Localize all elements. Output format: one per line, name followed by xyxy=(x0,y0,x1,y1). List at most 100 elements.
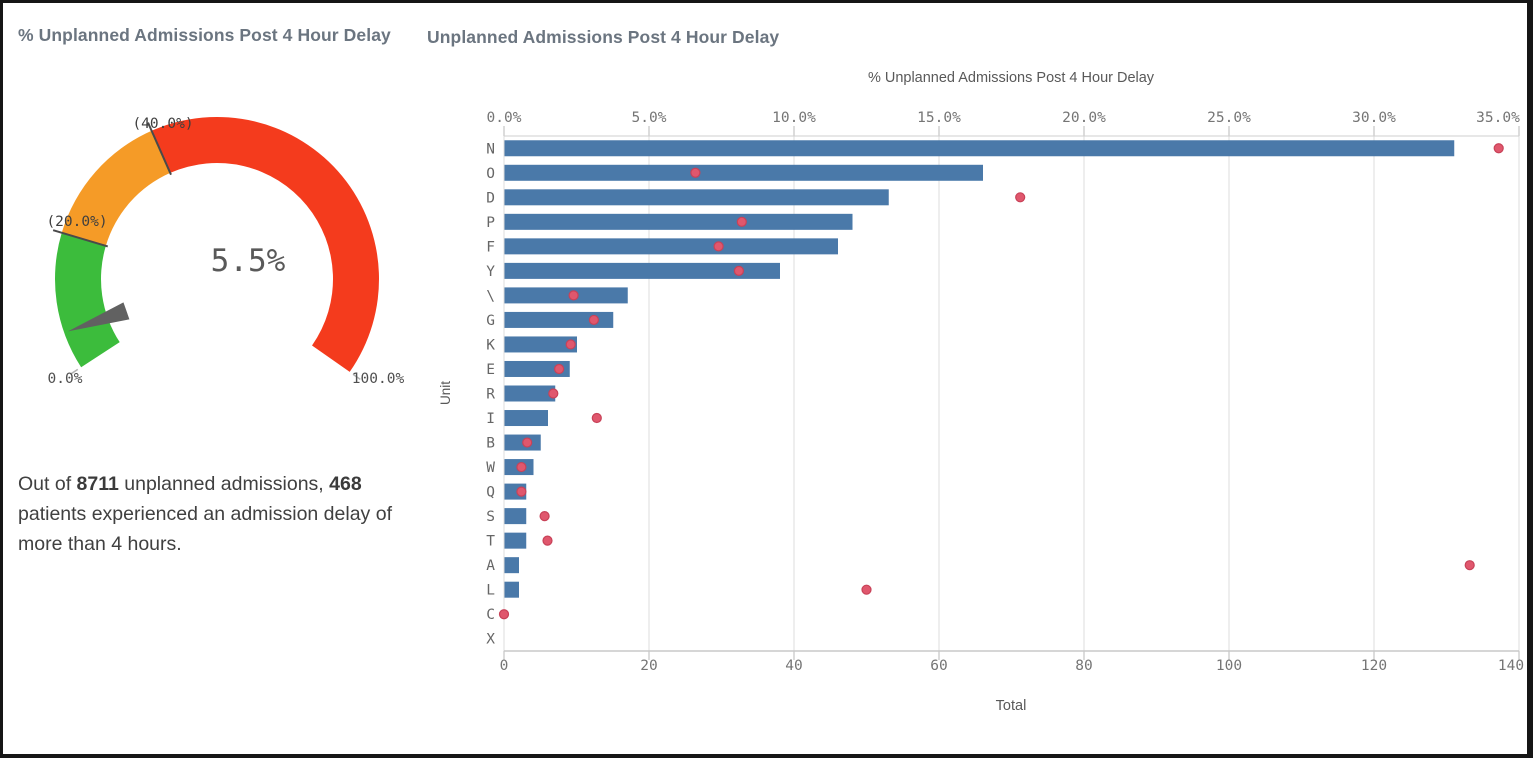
gauge-panel-title: % Unplanned Admissions Post 4 Hour Delay xyxy=(18,25,391,45)
category-label-S: S xyxy=(486,509,495,525)
category-label-T: T xyxy=(486,534,495,550)
top-axis-tick-label: 5.0% xyxy=(632,110,667,126)
bar-I[interactable] xyxy=(504,410,549,427)
category-label-A: A xyxy=(486,558,495,574)
category-label-O: O xyxy=(486,166,495,182)
top-axis-tick-label: 30.0% xyxy=(1352,110,1396,126)
category-label-P: P xyxy=(486,215,495,231)
pct-dot-backslash[interactable] xyxy=(568,290,579,301)
bar-Y[interactable] xyxy=(504,262,781,279)
pct-dot-T[interactable] xyxy=(542,535,553,546)
gauge-chart[interactable]: 0.0% 100.0% (20.0%) (40.0%) 5.5% xyxy=(3,98,423,413)
bar-G[interactable] xyxy=(504,311,614,328)
category-label-F: F xyxy=(486,239,495,255)
category-label-N: N xyxy=(486,141,495,157)
bar-backslash[interactable] xyxy=(504,287,628,304)
bar-panel-title: Unplanned Admissions Post 4 Hour Delay xyxy=(427,27,780,47)
pct-dot-Y[interactable] xyxy=(733,265,744,276)
pct-dot-S[interactable] xyxy=(539,511,550,522)
category-label-I: I xyxy=(486,411,495,427)
gauge-max-tick xyxy=(352,373,361,380)
pct-dot-A[interactable] xyxy=(1464,560,1475,571)
gauge-threshold-label-20: (20.0%) xyxy=(46,214,107,230)
bar-chart[interactable]: 0 0.0% 20 5.0% 40 10.0% 60 15.0% 80 20.0% 100 25.0%… xyxy=(433,63,1533,758)
bar-P[interactable] xyxy=(504,213,853,230)
top-axis-tick-label: 20.0% xyxy=(1062,110,1106,126)
gauge-min-tick xyxy=(69,368,79,375)
kpi-prefix: Out of xyxy=(18,473,77,495)
pct-dot-C[interactable] xyxy=(498,609,510,620)
bar-O[interactable] xyxy=(504,164,984,181)
bottom-axis-tick-label: 40 xyxy=(785,658,802,674)
category-label-C: C xyxy=(486,607,495,623)
bottom-axis-tick-label: 60 xyxy=(930,658,947,674)
top-axis-tick-label: 15.0% xyxy=(917,110,961,126)
category-label-K: K xyxy=(486,337,495,353)
bar-T[interactable] xyxy=(504,532,527,549)
gauge-threshold-tick-40 xyxy=(147,122,172,176)
kpi-delayed-patients: 468 xyxy=(329,473,362,495)
pct-dot-K[interactable] xyxy=(565,339,576,350)
category-label-G: G xyxy=(486,313,495,329)
bar-R[interactable] xyxy=(504,385,556,402)
bar-A[interactable] xyxy=(504,557,520,574)
bottom-axis-tick-label: 100 xyxy=(1216,658,1242,674)
bar-N[interactable] xyxy=(504,140,1455,157)
kpi-total-admissions: 8711 xyxy=(76,473,119,495)
top-axis-tick-label: 25.0% xyxy=(1207,110,1251,126)
category-label-Y: Y xyxy=(486,264,495,280)
bar-D[interactable] xyxy=(504,189,889,206)
bottom-axis-tick-label: 120 xyxy=(1361,658,1387,674)
y-axis-title: Unit xyxy=(438,381,453,405)
pct-dot-O[interactable] xyxy=(690,167,701,178)
bar-K[interactable] xyxy=(504,336,578,353)
bar-F[interactable] xyxy=(504,238,839,255)
category-label-Q: Q xyxy=(486,485,495,501)
bottom-axis-tick-label: 80 xyxy=(1075,658,1092,674)
pct-dot-D[interactable] xyxy=(1015,192,1026,203)
pct-dot-I[interactable] xyxy=(591,412,602,424)
top-axis-title: % Unplanned Admissions Post 4 Hour Delay xyxy=(868,70,1155,86)
category-label-B: B xyxy=(486,436,495,452)
bottom-axis-tick-label: 140 xyxy=(1498,658,1524,674)
pct-dot-F[interactable] xyxy=(713,241,724,252)
pct-dot-L[interactable] xyxy=(861,584,872,595)
gauge-segment-red[interactable] xyxy=(151,116,380,372)
kpi-suffix: patients experienced an admission delay … xyxy=(18,503,392,555)
kpi-middle: unplanned admissions, xyxy=(118,473,330,495)
category-label-backslash: \ xyxy=(486,288,495,304)
gauge-value-label: 5.5% xyxy=(211,243,286,279)
category-label-R: R xyxy=(486,387,495,403)
category-label-D: D xyxy=(486,190,495,206)
gauge-segment-orange[interactable] xyxy=(61,130,171,246)
pct-dot-E[interactable] xyxy=(553,363,565,375)
gauge-needle[interactable] xyxy=(67,302,130,332)
top-axis-tick-label: 0.0% xyxy=(487,110,522,126)
category-label-W: W xyxy=(486,460,495,476)
top-axis-tick-label: 35.0% xyxy=(1476,110,1520,126)
pct-dot-R[interactable] xyxy=(548,388,559,399)
pct-dot-P[interactable] xyxy=(736,216,747,227)
kpi-summary-text: Out of 8711 unplanned admissions, 468 pa… xyxy=(18,469,416,559)
bar-L[interactable] xyxy=(504,581,520,598)
gauge-max-label: 100.0% xyxy=(352,371,405,387)
bar-S[interactable] xyxy=(504,508,527,525)
gauge-threshold-label-40: (40.0%) xyxy=(132,116,193,132)
category-label-X: X xyxy=(486,632,495,648)
bottom-axis-tick-label: 20 xyxy=(640,658,657,674)
bar-E[interactable] xyxy=(504,360,570,377)
gauge-min-label: 0.0% xyxy=(48,371,83,387)
gauge-threshold-tick-20 xyxy=(52,229,109,248)
top-axis-tick-label: 10.0% xyxy=(772,110,816,126)
category-label-L: L xyxy=(486,583,495,599)
pct-dot-B[interactable] xyxy=(522,437,533,448)
pct-dot-Q[interactable] xyxy=(516,486,527,497)
gauge-segment-green[interactable] xyxy=(55,232,120,368)
bottom-axis-title: Total xyxy=(996,698,1027,714)
pct-dot-G[interactable] xyxy=(588,314,599,326)
pct-dot-N[interactable] xyxy=(1493,143,1504,154)
bottom-axis-tick-label: 0 xyxy=(500,658,509,674)
pct-dot-W[interactable] xyxy=(516,461,527,473)
category-label-E: E xyxy=(486,362,495,378)
